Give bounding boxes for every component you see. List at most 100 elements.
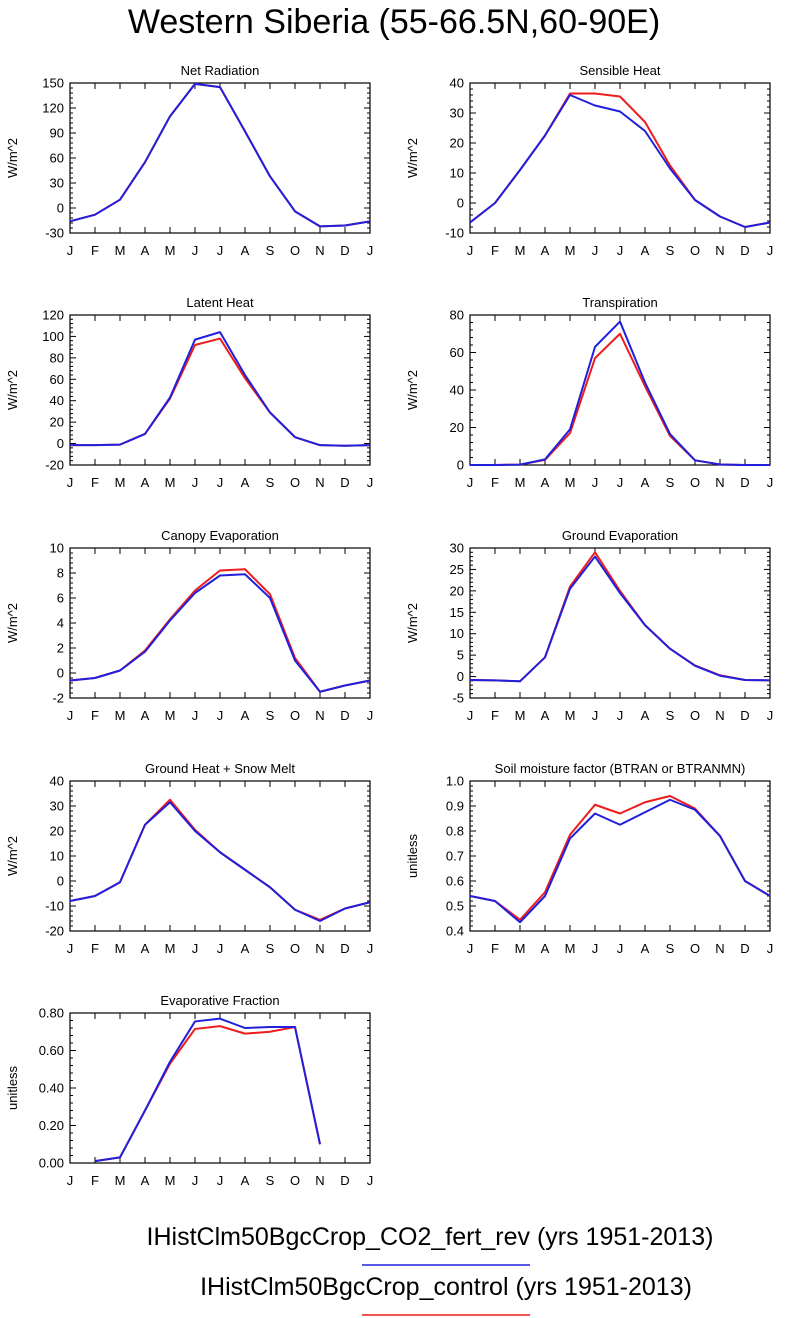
x-tick-label: J <box>617 708 624 723</box>
y-tick-label: -2 <box>52 691 64 706</box>
panel-title: Net Radiation <box>181 63 260 78</box>
x-tick-label: S <box>666 475 675 490</box>
x-tick-label: A <box>641 941 650 956</box>
x-tick-label: J <box>767 475 774 490</box>
panel-title: Ground Heat + Snow Melt <box>145 761 295 776</box>
y-tick-label: 40 <box>450 76 464 91</box>
x-tick-label: M <box>515 475 526 490</box>
x-tick-label: M <box>115 243 126 258</box>
y-tick-label: 60 <box>450 345 464 360</box>
y-tick-label: -30 <box>45 226 64 241</box>
y-tick-label: 0 <box>457 669 464 684</box>
x-tick-label: S <box>266 1173 275 1188</box>
x-tick-label: J <box>592 243 599 258</box>
y-tick-label: 20 <box>450 420 464 435</box>
panel-title: Soil moisture factor (BTRAN or BTRANMN) <box>495 761 746 776</box>
y-tick-label: 40 <box>50 393 64 408</box>
x-tick-label: J <box>192 708 199 723</box>
y-tick-label: 15 <box>450 605 464 620</box>
y-tick-label: 40 <box>50 774 64 789</box>
y-axis-label: W/m^2 <box>5 370 20 410</box>
y-tick-label: 10 <box>50 849 64 864</box>
y-axis-label: W/m^2 <box>5 138 20 178</box>
x-tick-label: N <box>315 243 324 258</box>
x-tick-label: J <box>592 708 599 723</box>
series-1-line <box>469 555 771 683</box>
x-tick-label: J <box>467 243 474 258</box>
y-tick-label: 10 <box>50 541 64 556</box>
x-tick-label: J <box>67 708 74 723</box>
x-tick-label: S <box>266 475 275 490</box>
x-tick-label: J <box>192 941 199 956</box>
x-tick-label: O <box>290 941 300 956</box>
x-tick-label: A <box>241 243 250 258</box>
x-tick-label: J <box>217 243 224 258</box>
x-tick-label: F <box>91 475 99 490</box>
x-tick-label: F <box>91 243 99 258</box>
y-tick-label: 60 <box>50 151 64 166</box>
x-tick-label: N <box>315 941 324 956</box>
x-tick-label: N <box>715 708 724 723</box>
series-1-line <box>69 82 371 228</box>
x-tick-label: S <box>666 243 675 258</box>
x-tick-label: O <box>290 1173 300 1188</box>
series-1-line <box>69 801 371 922</box>
x-tick-label: A <box>541 475 550 490</box>
x-tick-label: J <box>67 475 74 490</box>
x-tick-label: M <box>165 941 176 956</box>
y-tick-label: 5 <box>457 648 464 663</box>
y-tick-label: 30 <box>450 106 464 121</box>
x-tick-label: J <box>367 1173 374 1188</box>
y-tick-label: 0 <box>57 666 64 681</box>
y-tick-label: 0 <box>57 874 64 889</box>
x-tick-label: J <box>67 941 74 956</box>
x-tick-label: S <box>266 941 275 956</box>
x-tick-label: J <box>192 243 199 258</box>
x-tick-label: J <box>467 941 474 956</box>
series-1-line <box>69 573 371 693</box>
y-tick-label: 20 <box>50 415 64 430</box>
x-tick-label: O <box>690 475 700 490</box>
y-tick-label: -20 <box>45 458 64 473</box>
x-tick-label: J <box>592 475 599 490</box>
y-tick-label: 0.9 <box>446 799 464 814</box>
x-tick-label: A <box>141 243 150 258</box>
panel-title: Latent Heat <box>186 295 254 310</box>
x-tick-label: D <box>740 243 749 258</box>
y-tick-label: 0.80 <box>39 1006 64 1021</box>
y-tick-label: 0 <box>457 196 464 211</box>
x-tick-label: O <box>290 475 300 490</box>
x-tick-label: F <box>491 475 499 490</box>
series-1-line <box>469 94 771 228</box>
x-tick-label: J <box>592 941 599 956</box>
x-tick-label: A <box>641 475 650 490</box>
y-tick-label: 2 <box>57 641 64 656</box>
y-tick-label: -10 <box>45 899 64 914</box>
x-tick-label: M <box>515 941 526 956</box>
x-tick-label: J <box>217 708 224 723</box>
x-tick-label: D <box>740 708 749 723</box>
y-tick-label: 20 <box>50 824 64 839</box>
x-tick-label: M <box>115 1173 126 1188</box>
y-tick-label: 0.8 <box>446 824 464 839</box>
y-tick-label: 0.60 <box>39 1043 64 1058</box>
y-tick-label: 30 <box>450 541 464 556</box>
x-tick-label: A <box>641 708 650 723</box>
x-tick-label: D <box>340 941 349 956</box>
y-tick-label: 30 <box>50 799 64 814</box>
x-tick-label: N <box>715 941 724 956</box>
y-tick-label: 25 <box>450 562 464 577</box>
y-tick-label: 20 <box>450 583 464 598</box>
x-tick-label: S <box>666 708 675 723</box>
panel-title: Evaporative Fraction <box>160 993 279 1008</box>
x-tick-label: J <box>467 475 474 490</box>
x-tick-label: F <box>491 708 499 723</box>
x-tick-label: J <box>617 243 624 258</box>
y-tick-label: 30 <box>50 176 64 191</box>
x-tick-label: M <box>515 243 526 258</box>
x-tick-label: A <box>641 243 650 258</box>
y-tick-label: -10 <box>445 226 464 241</box>
x-tick-label: D <box>340 1173 349 1188</box>
